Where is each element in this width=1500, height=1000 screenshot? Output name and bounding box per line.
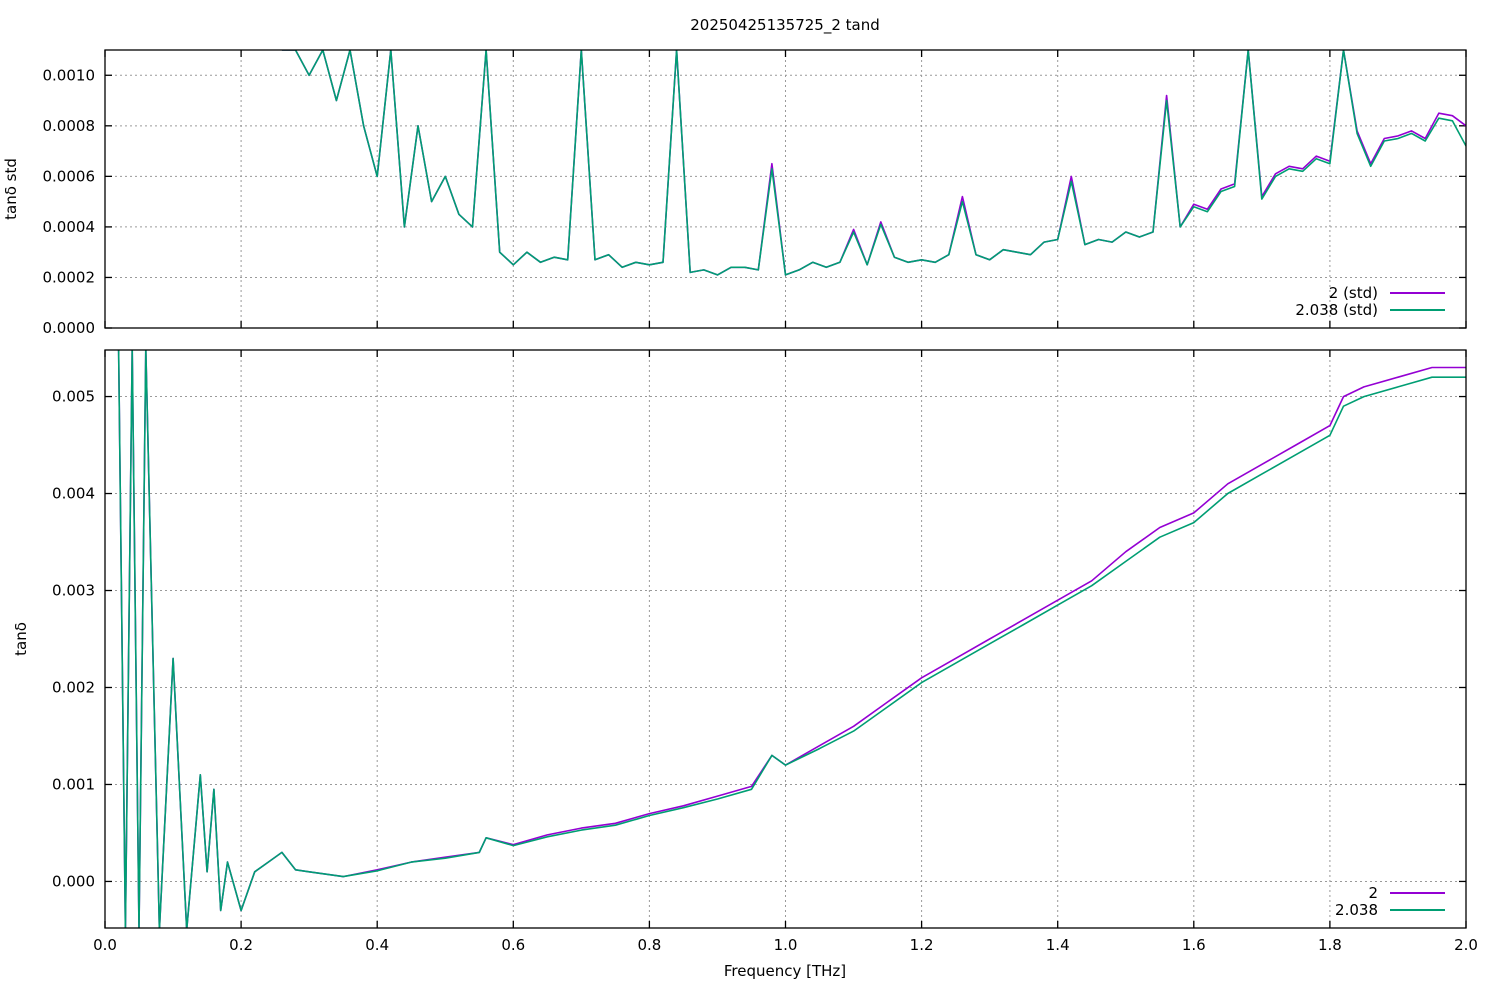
tand-panel-y-tick-label: 0.005 — [52, 388, 95, 406]
std-panel-frame — [104, 49, 1467, 329]
x-tick-label: 0.6 — [501, 936, 525, 954]
tand-panel: tanδ 0.0 0.2 0.4 0.6 0.8 1.0 1.2 1.4 1.6 1.8 2.0 0.… — [12, 349, 1478, 954]
tand-panel-y-tick-label: 0.000 — [52, 872, 95, 890]
tand-panel-legend-label-1: 2 — [1368, 884, 1378, 902]
x-tick-label: 1.0 — [774, 936, 798, 954]
x-tick-label: 0.0 — [93, 936, 117, 954]
figure-title: 20250425135725_2 tand — [690, 16, 880, 35]
x-axis-label: Frequency [THz] — [724, 962, 846, 980]
std-panel-y-tick-label: 0.0006 — [43, 167, 96, 185]
tand-panel-series-line-2 — [117, 350, 1466, 928]
x-tick-label: 1.6 — [1182, 936, 1206, 954]
x-tick-label: 0.4 — [365, 936, 389, 954]
std-panel-y-tick-label: 0.0004 — [43, 218, 96, 236]
std-panel-y-tick-label: 0.0010 — [43, 66, 96, 84]
x-tick-label: 1.2 — [910, 936, 934, 954]
x-tick-label: 1.4 — [1046, 936, 1070, 954]
std-panel-y-axis-label: tanδ std — [2, 158, 20, 220]
std-panel-legend-label-2: 2.038 (std) — [1295, 301, 1378, 319]
tand-panel-y-tick-label: 0.003 — [52, 582, 95, 600]
x-tick-label: 2.0 — [1454, 936, 1478, 954]
tand-panel-legend-label-2: 2.038 — [1335, 901, 1378, 919]
std-panel-series-line-2 — [281, 50, 1466, 276]
tand-panel-y-tick-label: 0.001 — [52, 775, 95, 793]
std-panel: tanδ std 0.0000 0.0002 0.0004 0.0006 0.0008 0… — [2, 49, 1467, 337]
x-tick-label: 0.8 — [637, 936, 661, 954]
tand-panel-frame — [104, 349, 1467, 929]
std-panel-y-tick-label: 0.0002 — [43, 268, 96, 286]
std-panel-y-tick-label: 0.0000 — [43, 319, 96, 337]
x-tick-label: 0.2 — [229, 936, 253, 954]
tand-panel-y-tick-label: 0.002 — [52, 678, 95, 696]
x-tick-label: 1.8 — [1318, 936, 1342, 954]
tand-panel-y-tick-label: 0.004 — [52, 485, 95, 503]
tand-panel-y-axis-label: tanδ — [12, 622, 30, 656]
std-panel-y-tick-label: 0.0008 — [43, 117, 96, 135]
std-panel-legend-label-1: 2 (std) — [1329, 284, 1378, 302]
